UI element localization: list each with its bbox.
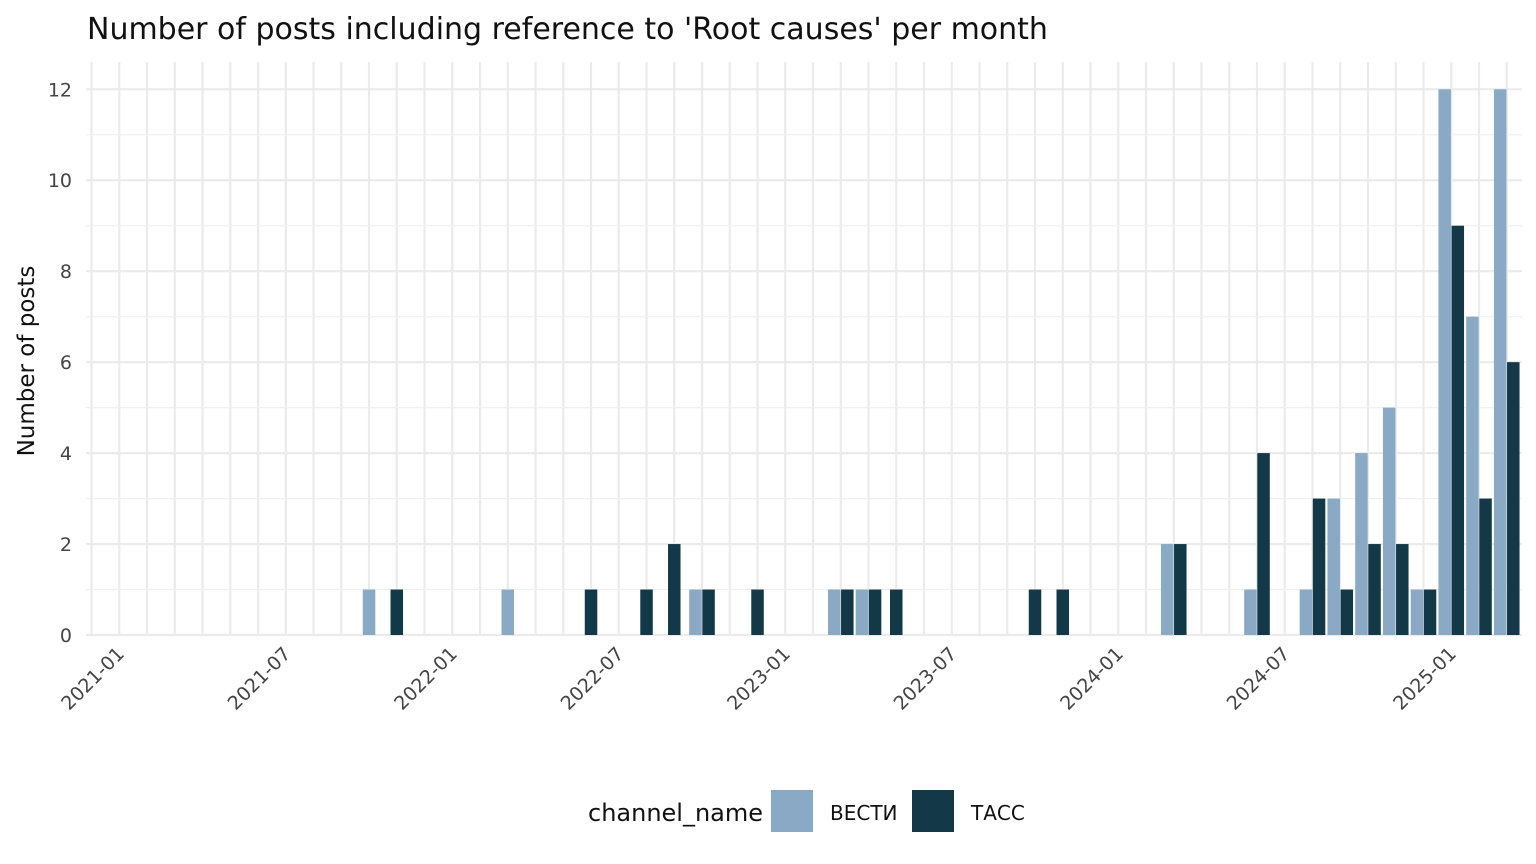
bar-ВЕСТИ-2022-03	[501, 589, 515, 635]
bar-ТАСС-2023-03	[841, 589, 854, 635]
grid-lines	[86, 62, 1522, 637]
legend-label: ВЕСТИ	[830, 801, 898, 825]
bar-ВЕСТИ-2025-03	[1493, 89, 1507, 636]
bar-ВЕСТИ-2024-12	[1410, 589, 1424, 635]
bar-ТАСС-2023-10	[1028, 589, 1042, 635]
x-tick-label: 2024-01	[1056, 643, 1128, 715]
x-tick-labels: 2021-01 2021-07 2022-01 2022-07 2023-01 2023-…	[57, 643, 1461, 715]
x-tick-label: 2021-07	[224, 643, 296, 715]
bar-ТАСС-2024-10	[1368, 544, 1381, 635]
bar-ТАСС-2022-12	[751, 589, 764, 635]
y-tick-label: 6	[60, 352, 72, 374]
legend-key-ТАСС	[912, 790, 954, 832]
bar-ТАСС-2024-12	[1423, 589, 1437, 635]
bar-ТАСС-2025-01	[1451, 225, 1465, 635]
bar-ТАСС-2021-11	[390, 589, 404, 635]
bar-ТАСС-2024-08	[1312, 498, 1326, 635]
x-tick-label: 2022-01	[390, 643, 462, 715]
bar-ТАСС-2025-02	[1479, 498, 1492, 635]
bar-ТАСС-2022-06	[584, 589, 598, 635]
y-axis-title: Number of posts	[14, 266, 40, 457]
bar-ВЕСТИ-2024-11	[1382, 407, 1396, 635]
chart-title: Number of posts including reference to '…	[87, 12, 1048, 47]
bar-ВЕСТИ-2022-10	[689, 589, 702, 635]
y-tick-label: 2	[60, 534, 72, 556]
bar-ВЕСТИ-2024-03	[1160, 544, 1174, 635]
bar-ВЕСТИ-2023-03	[827, 589, 841, 635]
bar-ТАСС-2023-05	[890, 589, 903, 635]
bar-ВЕСТИ-2025-02	[1466, 316, 1479, 635]
bar-ТАСС-2023-04	[868, 589, 882, 635]
y-tick-label: 12	[48, 79, 72, 101]
bar-ТАСС-2024-09	[1340, 589, 1354, 635]
bar-ВЕСТИ-2023-04	[855, 589, 869, 635]
bar-ВЕСТИ-2024-08	[1299, 589, 1313, 635]
bar-ВЕСТИ-2024-09	[1327, 498, 1340, 635]
bar-ТАСС-2022-09	[668, 544, 681, 635]
legend-label: ТАСС	[970, 801, 1025, 825]
bar-ВЕСТИ-2024-10	[1355, 453, 1368, 635]
legend: channel_name ВЕСТИ ТАСС	[588, 790, 1025, 832]
y-tick-label: 4	[60, 443, 72, 465]
bar-ТАСС-2024-03	[1174, 544, 1187, 635]
y-tick-labels: 0 2 4 6 8 10 12	[48, 79, 72, 647]
y-tick-label: 0	[60, 625, 72, 647]
legend-key-ВЕСТИ	[771, 790, 813, 832]
x-tick-label: 2023-01	[723, 643, 795, 715]
x-tick-label: 2025-01	[1389, 643, 1461, 715]
bar-ТАСС-2022-10	[702, 589, 715, 635]
x-tick-label: 2023-07	[890, 643, 962, 715]
x-tick-label: 2024-07	[1223, 643, 1295, 715]
bar-ВЕСТИ-2025-01	[1438, 89, 1451, 636]
x-tick-label: 2022-07	[557, 643, 629, 715]
bar-ТАСС-2024-06	[1257, 453, 1270, 635]
y-tick-label: 8	[60, 261, 72, 283]
bars	[362, 89, 1520, 636]
bar-ТАСС-2024-11	[1396, 544, 1409, 635]
bar-ТАСС-2022-08	[640, 589, 653, 635]
legend-title: channel_name	[588, 799, 763, 827]
x-tick-label: 2021-01	[57, 643, 129, 715]
bar-ВЕСТИ-2024-06	[1244, 589, 1257, 635]
bar-ТАСС-2025-03	[1507, 362, 1520, 635]
y-tick-label: 10	[48, 170, 72, 192]
bar-ВЕСТИ-2021-10	[362, 589, 376, 635]
bar-ТАСС-2023-11	[1056, 589, 1070, 635]
